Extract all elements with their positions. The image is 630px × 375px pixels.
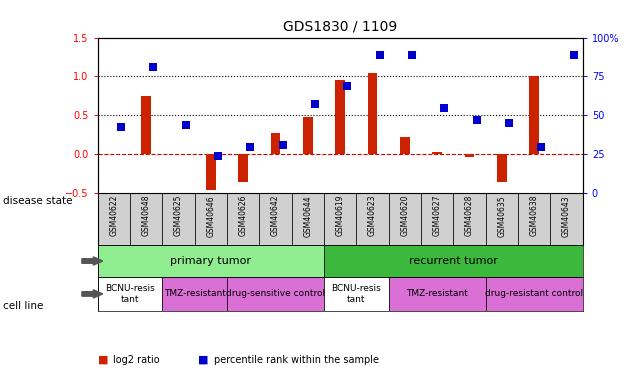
Point — [407, 53, 417, 58]
Bar — [421, 194, 454, 245]
Bar — [324, 277, 389, 311]
Point — [245, 144, 255, 150]
Text: BCNU-resis
tant: BCNU-resis tant — [105, 284, 155, 304]
Text: GSM40644: GSM40644 — [304, 195, 312, 237]
Text: GSM40646: GSM40646 — [207, 195, 215, 237]
Text: ■: ■ — [198, 355, 209, 365]
Point — [375, 52, 385, 58]
Point — [342, 83, 352, 89]
Point — [278, 142, 288, 148]
Point — [536, 144, 546, 150]
Bar — [98, 194, 130, 245]
Bar — [130, 194, 163, 245]
Bar — [400, 137, 410, 154]
Bar — [141, 96, 151, 154]
Bar — [303, 117, 312, 154]
Bar — [389, 277, 486, 311]
Text: drug-resistant control: drug-resistant control — [485, 290, 583, 298]
Bar — [486, 277, 583, 311]
Point — [472, 117, 482, 123]
Bar — [292, 194, 324, 245]
Bar — [227, 194, 260, 245]
Bar — [163, 194, 195, 245]
Text: percentile rank within the sample: percentile rank within the sample — [214, 355, 379, 365]
Text: GSM40642: GSM40642 — [271, 195, 280, 237]
Point — [213, 153, 223, 159]
Text: BCNU-resis
tant: BCNU-resis tant — [331, 284, 381, 304]
Point — [310, 101, 320, 107]
Bar — [529, 76, 539, 154]
Text: disease state: disease state — [3, 196, 72, 206]
Point — [181, 122, 191, 128]
Bar — [551, 194, 583, 245]
Bar — [357, 194, 389, 245]
Bar — [454, 194, 486, 245]
Bar — [465, 154, 474, 157]
Bar — [497, 154, 507, 182]
Text: GSM40638: GSM40638 — [530, 195, 539, 237]
Bar — [206, 154, 215, 189]
Point — [148, 64, 158, 70]
Text: GSM40648: GSM40648 — [142, 195, 151, 237]
Bar — [324, 245, 583, 277]
Text: GSM40623: GSM40623 — [368, 195, 377, 237]
Point — [569, 53, 579, 58]
Text: GSM40625: GSM40625 — [174, 195, 183, 237]
Text: GSM40635: GSM40635 — [498, 195, 507, 237]
Text: primary tumor: primary tumor — [170, 256, 251, 266]
Bar — [368, 73, 377, 154]
Text: TMZ-resistant: TMZ-resistant — [164, 290, 226, 298]
Bar — [238, 154, 248, 182]
Point — [504, 120, 514, 126]
Bar — [195, 194, 227, 245]
Text: GSM40643: GSM40643 — [562, 195, 571, 237]
Bar — [389, 194, 421, 245]
Bar — [518, 194, 551, 245]
Bar — [271, 133, 280, 154]
Point — [116, 124, 126, 130]
Text: ■: ■ — [98, 355, 108, 365]
Bar — [163, 277, 227, 311]
Text: GSM40622: GSM40622 — [110, 195, 118, 236]
Text: GSM40620: GSM40620 — [401, 195, 410, 237]
Text: GDS1830 / 1109: GDS1830 / 1109 — [283, 20, 398, 34]
Text: drug-sensitive control: drug-sensitive control — [226, 290, 325, 298]
Bar — [98, 277, 163, 311]
Text: cell line: cell line — [3, 301, 43, 311]
Text: GSM40627: GSM40627 — [433, 195, 442, 237]
Text: recurrent tumor: recurrent tumor — [409, 256, 498, 266]
Bar — [432, 152, 442, 154]
Bar — [486, 194, 518, 245]
Bar — [324, 194, 357, 245]
Text: GSM40628: GSM40628 — [465, 195, 474, 236]
Bar — [335, 80, 345, 154]
Text: TMZ-resistant: TMZ-resistant — [406, 290, 468, 298]
Bar — [260, 194, 292, 245]
Text: log2 ratio: log2 ratio — [113, 355, 160, 365]
Bar — [227, 277, 324, 311]
Text: GSM40619: GSM40619 — [336, 195, 345, 237]
Text: GSM40626: GSM40626 — [239, 195, 248, 237]
Point — [439, 105, 449, 111]
Bar — [98, 245, 324, 277]
